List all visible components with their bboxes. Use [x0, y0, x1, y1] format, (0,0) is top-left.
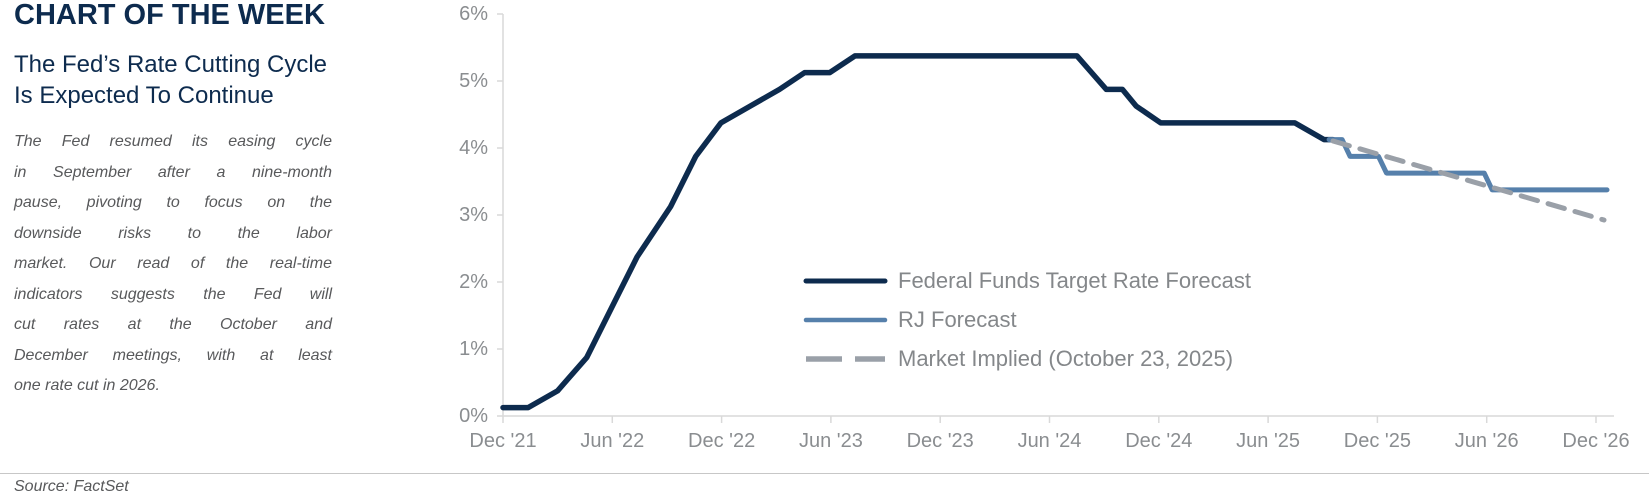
svg-text:Dec '23: Dec '23	[907, 430, 974, 452]
svg-text:Market Implied (October 23, 20: Market Implied (October 23, 2025)	[898, 346, 1233, 371]
svg-text:Jun '26: Jun '26	[1455, 430, 1519, 452]
svg-text:0%: 0%	[459, 405, 488, 427]
svg-text:5%: 5%	[459, 70, 488, 92]
svg-text:2%: 2%	[459, 271, 488, 293]
svg-text:Jun '22: Jun '22	[580, 430, 644, 452]
svg-text:Federal Funds Target Rate Fore: Federal Funds Target Rate Forecast	[898, 268, 1251, 293]
svg-text:Dec '25: Dec '25	[1344, 430, 1411, 452]
svg-text:Dec '26: Dec '26	[1562, 430, 1629, 452]
svg-text:Dec '22: Dec '22	[688, 430, 755, 452]
svg-text:Dec '24: Dec '24	[1125, 430, 1192, 452]
svg-text:Dec '21: Dec '21	[469, 430, 536, 452]
svg-text:Jun '23: Jun '23	[799, 430, 863, 452]
svg-text:6%: 6%	[459, 3, 488, 25]
svg-text:3%: 3%	[459, 204, 488, 226]
svg-text:1%: 1%	[459, 338, 488, 360]
svg-text:4%: 4%	[459, 137, 488, 159]
svg-text:Jun '25: Jun '25	[1236, 430, 1300, 452]
svg-text:Jun '24: Jun '24	[1018, 430, 1082, 452]
svg-text:RJ Forecast: RJ Forecast	[898, 307, 1017, 332]
